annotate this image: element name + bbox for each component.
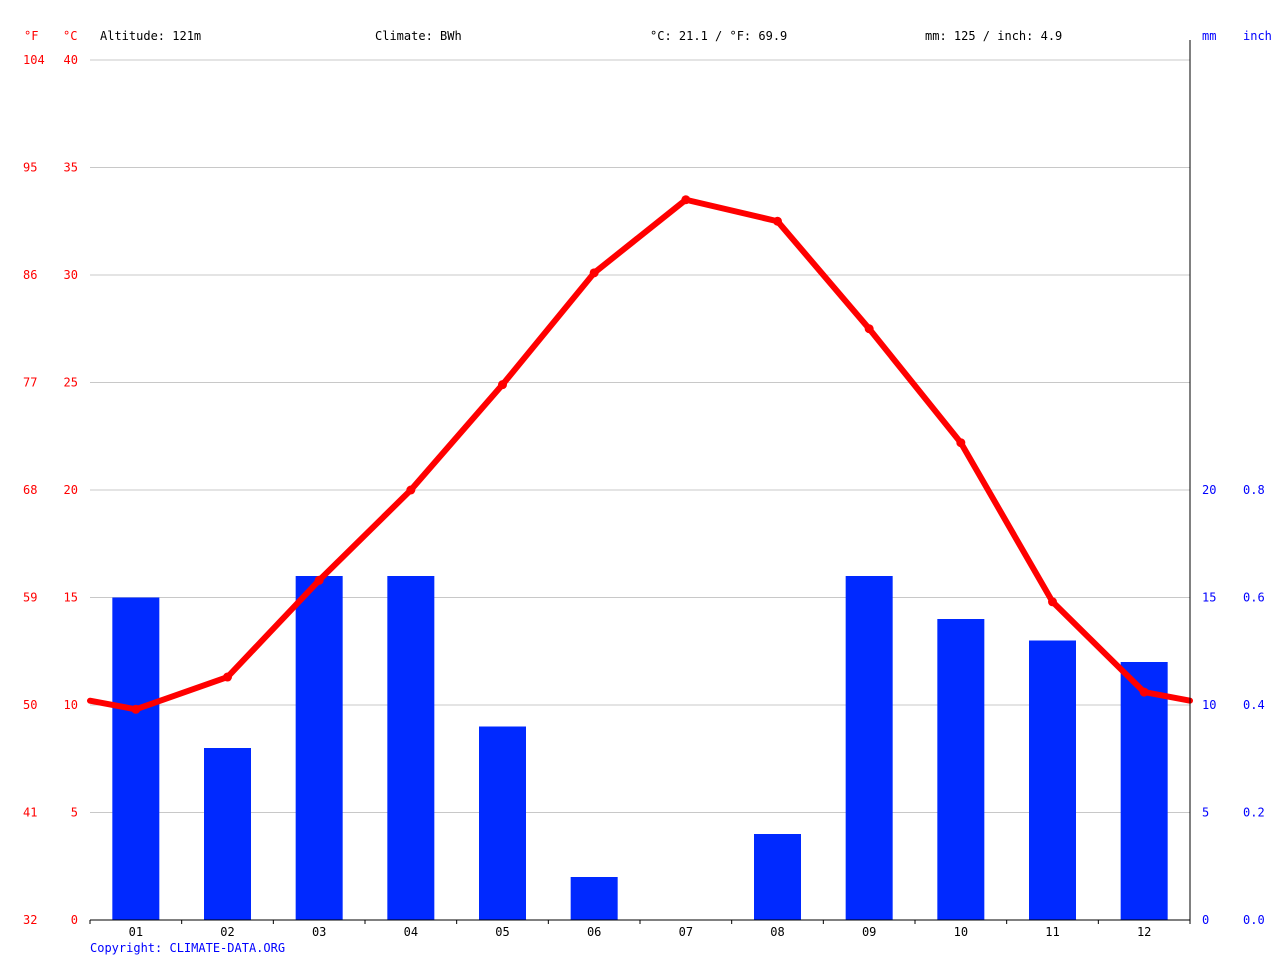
month-tick-label: 12 bbox=[1137, 925, 1151, 939]
mm-tick-label: 5 bbox=[1202, 806, 1209, 820]
month-tick-label: 11 bbox=[1045, 925, 1059, 939]
inch-tick-label: 0.0 bbox=[1243, 913, 1265, 927]
fahrenheit-tick-label: 104 bbox=[23, 53, 45, 67]
fahrenheit-tick-label: 32 bbox=[23, 913, 37, 927]
precipitation-bars bbox=[112, 576, 1168, 920]
month-tick-label: 08 bbox=[770, 925, 784, 939]
precipitation-bar bbox=[112, 597, 160, 920]
precipitation-bar bbox=[295, 576, 343, 920]
axes bbox=[89, 40, 1191, 924]
mm-tick-label: 20 bbox=[1202, 483, 1216, 497]
precipitation-bar bbox=[387, 576, 435, 920]
celsius-tick-label: 30 bbox=[64, 268, 78, 282]
temperature-point bbox=[681, 195, 691, 205]
month-tick-label: 03 bbox=[312, 925, 326, 939]
temperature-point bbox=[314, 575, 324, 585]
month-tick-label: 04 bbox=[404, 925, 418, 939]
celsius-tick-label: 35 bbox=[64, 161, 78, 175]
fahrenheit-tick-label: 68 bbox=[23, 483, 37, 497]
precipitation-bar bbox=[570, 877, 618, 920]
month-tick-label: 06 bbox=[587, 925, 601, 939]
inch-tick-label: 0.6 bbox=[1243, 591, 1265, 605]
temperature-point bbox=[406, 485, 416, 495]
month-tick-label: 01 bbox=[129, 925, 143, 939]
fahrenheit-tick-label: 86 bbox=[23, 268, 37, 282]
temperature-point bbox=[223, 672, 232, 682]
mm-tick-label: 15 bbox=[1202, 591, 1216, 605]
month-tick-label: 09 bbox=[862, 925, 876, 939]
altitude-label: Altitude: 121m bbox=[100, 29, 201, 43]
fahrenheit-tick-label: 59 bbox=[23, 591, 37, 605]
temperature-point bbox=[773, 216, 782, 226]
celsius-tick-label: 40 bbox=[64, 53, 78, 67]
unit-mm-label: mm bbox=[1202, 29, 1216, 43]
celsius-tick-label: 0 bbox=[71, 913, 78, 927]
right-axis-ticks: 0 0.0 5 0.2 10 0.4 15 0.6 20 0.8 bbox=[1202, 483, 1265, 927]
mm-tick-label: 0 bbox=[1202, 913, 1209, 927]
x-axis-ticks: 01 02 03 04 05 06 07 08 09 10 11 12 bbox=[129, 925, 1152, 939]
precipitation-bar bbox=[754, 834, 801, 920]
total-precipitation-label: mm: 125 / inch: 4.9 bbox=[925, 29, 1062, 43]
left-axis-ticks: 0 32 5 41 10 50 15 59 20 68 25 77 30 86 35 95 40 104 bbox=[23, 53, 78, 927]
precipitation-bar bbox=[204, 748, 251, 920]
precipitation-bar bbox=[845, 576, 893, 920]
celsius-tick-label: 15 bbox=[64, 591, 78, 605]
precipitation-bar bbox=[1120, 662, 1168, 920]
month-tick-label: 10 bbox=[954, 925, 968, 939]
mm-tick-label: 10 bbox=[1202, 698, 1216, 712]
temperature-point bbox=[1139, 687, 1149, 697]
climate-label: Climate: BWh bbox=[375, 29, 462, 43]
precipitation-bar bbox=[479, 726, 526, 920]
unit-celsius-label: °C bbox=[63, 29, 77, 43]
celsius-tick-label: 25 bbox=[64, 376, 78, 390]
average-temperature-label: °C: 21.1 / °F: 69.9 bbox=[650, 29, 787, 43]
unit-inch-label: inch bbox=[1243, 29, 1272, 43]
celsius-tick-label: 10 bbox=[64, 698, 78, 712]
temperature-series-line bbox=[87, 196, 1193, 713]
temperature-point bbox=[864, 324, 874, 334]
copyright-link[interactable]: Copyright: CLIMATE-DATA.ORG bbox=[90, 941, 285, 955]
celsius-tick-label: 5 bbox=[71, 806, 78, 820]
inch-tick-label: 0.8 bbox=[1243, 483, 1265, 497]
temperature-point bbox=[498, 380, 507, 390]
inch-tick-label: 0.4 bbox=[1243, 698, 1265, 712]
unit-fahrenheit-label: °F bbox=[24, 29, 38, 43]
gridlines bbox=[90, 59, 1190, 813]
month-tick-label: 07 bbox=[679, 925, 693, 939]
inch-tick-label: 0.2 bbox=[1243, 806, 1265, 820]
temperature-point bbox=[1048, 597, 1057, 607]
precipitation-bar bbox=[1029, 640, 1076, 920]
fahrenheit-tick-label: 77 bbox=[23, 376, 37, 390]
fahrenheit-tick-label: 50 bbox=[23, 698, 37, 712]
fahrenheit-tick-label: 95 bbox=[23, 161, 37, 175]
celsius-tick-label: 20 bbox=[64, 483, 78, 497]
fahrenheit-tick-label: 41 bbox=[23, 806, 37, 820]
month-tick-label: 05 bbox=[495, 925, 509, 939]
temperature-point bbox=[956, 438, 966, 448]
month-tick-label: 02 bbox=[220, 925, 234, 939]
precipitation-bar bbox=[937, 619, 985, 920]
temperature-point bbox=[131, 704, 141, 714]
temperature-point bbox=[589, 268, 599, 278]
temperature-line bbox=[87, 195, 1193, 714]
